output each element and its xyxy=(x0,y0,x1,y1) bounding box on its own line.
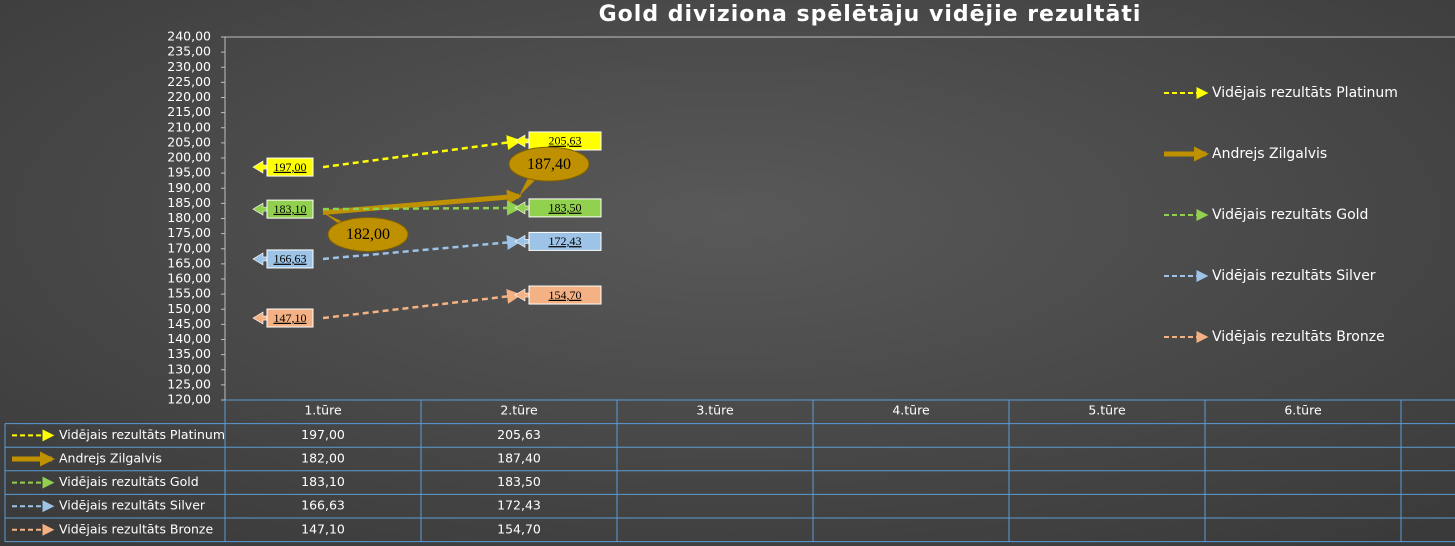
data-label-bg xyxy=(266,308,314,328)
y-tick-label: 205,00 xyxy=(167,134,211,149)
y-tick-label: 170,00 xyxy=(167,240,211,255)
legend-label: Vidējais rezultāts Gold xyxy=(1212,207,1368,223)
table-cell: 187,40 xyxy=(497,451,541,466)
table-cell: 147,10 xyxy=(301,521,345,536)
data-label: 197,00 xyxy=(274,160,307,174)
table-cell: 197,00 xyxy=(301,427,345,442)
data-label-bg xyxy=(528,285,602,305)
y-tick-label: 155,00 xyxy=(167,286,211,301)
data-label: 147,10 xyxy=(274,311,307,325)
y-tick-label: 195,00 xyxy=(167,165,211,180)
x-tick-label: 1.tūre xyxy=(304,403,342,418)
y-tick-label: 235,00 xyxy=(167,44,211,59)
data-label-bg xyxy=(327,216,409,252)
y-tick-label: 125,00 xyxy=(167,376,211,391)
table-cell: 154,70 xyxy=(497,521,541,536)
table-row-label: Vidējais rezultāts Bronze xyxy=(59,521,213,536)
data-label: 172,43 xyxy=(549,234,582,248)
series-line xyxy=(322,200,522,216)
data-label: 205,63 xyxy=(549,134,582,148)
y-tick-label: 185,00 xyxy=(167,195,211,210)
data-label-bg xyxy=(528,231,602,251)
series-line xyxy=(322,135,522,169)
table-row-label: Vidējais rezultāts Gold xyxy=(59,474,199,489)
y-tick-label: 210,00 xyxy=(167,119,211,134)
data-label-bg xyxy=(508,146,590,182)
data-label: 182,00 xyxy=(346,226,390,243)
data-label: 183,50 xyxy=(549,201,582,215)
legend-label: Vidējais rezultāts Bronze xyxy=(1212,329,1385,345)
table-row-label: Vidējais rezultāts Platinum xyxy=(59,427,225,442)
x-tick-label: 4.tūre xyxy=(892,403,930,418)
y-tick-label: 190,00 xyxy=(167,180,211,195)
x-tick-label: 6.tūre xyxy=(1284,403,1322,418)
y-tick-label: 180,00 xyxy=(167,210,211,225)
table-cell: 205,63 xyxy=(497,427,541,442)
y-tick-label: 215,00 xyxy=(167,104,211,119)
y-tick-label: 135,00 xyxy=(167,346,211,361)
data-label: 166,63 xyxy=(274,252,307,266)
data-label-bg xyxy=(266,157,314,177)
y-tick-label: 145,00 xyxy=(167,316,211,331)
x-tick-label: 5.tūre xyxy=(1088,403,1126,418)
data-label: 187,40 xyxy=(527,156,571,173)
y-tick-label: 165,00 xyxy=(167,255,211,270)
y-tick-label: 140,00 xyxy=(167,331,211,346)
table-row-label: Vidējais rezultāts Silver xyxy=(59,498,206,513)
y-tick-label: 160,00 xyxy=(167,271,211,286)
y-tick-label: 175,00 xyxy=(167,225,211,240)
table-cell: 166,63 xyxy=(301,498,345,513)
data-label: 183,10 xyxy=(274,202,307,216)
data-label-bg xyxy=(266,249,314,269)
y-tick-label: 150,00 xyxy=(167,301,211,316)
y-tick-label: 225,00 xyxy=(167,74,211,89)
data-label-bg xyxy=(266,199,314,219)
data-label: 154,70 xyxy=(549,288,582,302)
y-tick-label: 220,00 xyxy=(167,89,211,104)
y-tick-label: 130,00 xyxy=(167,361,211,376)
series-line xyxy=(322,288,522,320)
x-tick-label: 2.tūre xyxy=(500,403,538,418)
y-tick-label: 120,00 xyxy=(167,392,211,407)
table-cell: 172,43 xyxy=(497,498,541,513)
y-tick-label: 230,00 xyxy=(167,59,211,74)
table-cell: 182,00 xyxy=(301,451,345,466)
table-cell: 183,10 xyxy=(301,474,345,489)
series-line xyxy=(322,234,522,261)
legend-label: Vidējais rezultāts Silver xyxy=(1212,268,1376,284)
data-label-bg xyxy=(528,198,602,218)
y-tick-label: 200,00 xyxy=(167,150,211,165)
legend-label: Andrejs Zilgalvis xyxy=(1212,146,1327,162)
x-tick-label: 3.tūre xyxy=(696,403,734,418)
y-tick-label: 240,00 xyxy=(167,29,211,44)
table-row-label: Andrejs Zilgalvis xyxy=(59,451,162,466)
table-cell: 183,50 xyxy=(497,474,541,489)
legend-label: Vidējais rezultāts Platinum xyxy=(1212,85,1398,101)
chart-title: Gold diviziona spēlētāju vidējie rezultā… xyxy=(599,2,1142,27)
